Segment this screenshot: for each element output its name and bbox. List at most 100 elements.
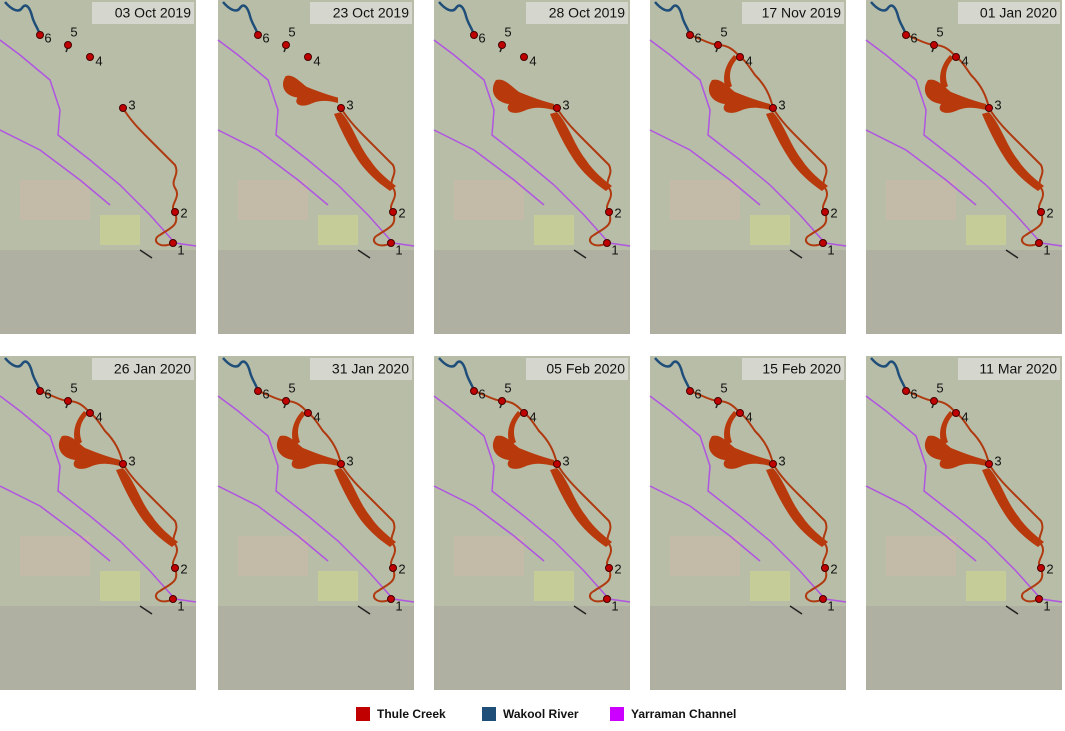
site-label: 5 xyxy=(70,380,77,395)
site-point xyxy=(498,397,506,405)
site-point xyxy=(553,460,561,468)
field-patch xyxy=(0,606,196,690)
date-background xyxy=(742,358,844,380)
field-patch xyxy=(218,606,414,690)
panel-date: 26 Jan 2020 xyxy=(114,361,191,377)
site-label: 3 xyxy=(346,97,353,112)
date-background xyxy=(92,2,194,24)
site-point xyxy=(930,397,938,405)
site-label: 1 xyxy=(611,598,618,613)
field-patch xyxy=(966,571,1006,601)
flood-extent xyxy=(940,55,954,90)
site-label: 2 xyxy=(830,561,837,576)
site-point xyxy=(603,239,611,247)
flood-extent xyxy=(924,79,986,113)
regulator-marker xyxy=(357,249,371,259)
site-point xyxy=(470,387,478,395)
site-label: 2 xyxy=(180,205,187,220)
yarraman-channel xyxy=(865,485,977,562)
site-point xyxy=(337,460,345,468)
field-patch xyxy=(20,180,90,220)
site-label: 6 xyxy=(478,30,485,45)
field-patch xyxy=(670,536,740,576)
wakool-river xyxy=(222,357,260,392)
panel-date: 28 Oct 2019 xyxy=(549,5,625,21)
site-label: 2 xyxy=(1046,205,1053,220)
site-point xyxy=(64,41,72,49)
flood-extent xyxy=(924,435,986,469)
regulator-marker xyxy=(573,605,587,615)
site-point xyxy=(169,595,177,603)
field-patch xyxy=(100,571,140,601)
regulator-marker xyxy=(357,605,371,615)
yarraman-channel xyxy=(433,129,545,206)
flood-extent xyxy=(58,435,120,469)
panel-date: 05 Feb 2020 xyxy=(546,361,625,377)
flood-extent xyxy=(982,468,1044,547)
regulator-marker xyxy=(789,249,803,259)
field-patch xyxy=(238,180,308,220)
yarraman-channel xyxy=(433,395,631,603)
legend-label: Yarraman Channel xyxy=(631,707,736,721)
site-label: 2 xyxy=(398,561,405,576)
site-point xyxy=(930,41,938,49)
flood-extent xyxy=(724,55,738,90)
site-point xyxy=(387,595,395,603)
site-point xyxy=(821,564,829,572)
wakool-river xyxy=(4,1,42,36)
yarraman-channel xyxy=(649,395,847,603)
site-point xyxy=(389,208,397,216)
flood-extent xyxy=(282,75,338,106)
flood-extent xyxy=(292,411,306,446)
site-label: 3 xyxy=(778,453,785,468)
site-label: 6 xyxy=(478,386,485,401)
site-point xyxy=(282,41,290,49)
site-point xyxy=(736,53,744,61)
yarraman-channel xyxy=(217,395,415,603)
site-label: 2 xyxy=(614,561,621,576)
site-label: 3 xyxy=(994,453,1001,468)
field-patch xyxy=(670,180,740,220)
flood-extent xyxy=(492,79,554,113)
flood-extent xyxy=(334,112,396,191)
map-panel: 1 2 3 4 5 6 31 Jan 2020 xyxy=(217,356,415,690)
flood-extent xyxy=(708,435,770,469)
site-label: 1 xyxy=(395,598,402,613)
site-label: 2 xyxy=(614,205,621,220)
wakool-river xyxy=(870,357,908,392)
site-label: 1 xyxy=(611,242,618,257)
site-label: 4 xyxy=(313,409,320,424)
site-label: 6 xyxy=(262,30,269,45)
site-point xyxy=(86,409,94,417)
site-point xyxy=(171,564,179,572)
site-point xyxy=(952,53,960,61)
site-label: 4 xyxy=(961,53,968,68)
site-label: 6 xyxy=(694,386,701,401)
site-label: 6 xyxy=(910,30,917,45)
yarraman-channel xyxy=(217,129,329,206)
field-patch xyxy=(318,215,358,245)
site-point xyxy=(64,397,72,405)
field-patch xyxy=(434,606,630,690)
site-label: 1 xyxy=(177,242,184,257)
site-point xyxy=(119,104,127,112)
site-label: 4 xyxy=(95,53,102,68)
yarraman-channel xyxy=(649,129,761,206)
field-patch xyxy=(318,571,358,601)
yarraman-channel xyxy=(0,129,111,206)
map-panel: 1 2 3 4 5 6 15 Feb 2020 xyxy=(649,356,847,690)
site-label: 5 xyxy=(70,24,77,39)
site-label: 6 xyxy=(694,30,701,45)
panel-date: 11 Mar 2020 xyxy=(979,361,1057,377)
site-label: 6 xyxy=(44,30,51,45)
map-panel: 1 2 3 4 5 6 26 Jan 2020 xyxy=(0,356,197,690)
site-label: 2 xyxy=(830,205,837,220)
site-label: 1 xyxy=(1043,598,1050,613)
flood-extent xyxy=(276,435,338,469)
map-panel: 1 2 3 4 5 6 03 Oct 2019 xyxy=(0,0,197,334)
yarraman-channel xyxy=(865,395,1063,603)
field-patch xyxy=(100,215,140,245)
site-point xyxy=(605,564,613,572)
panel-date: 23 Oct 2019 xyxy=(333,5,409,21)
